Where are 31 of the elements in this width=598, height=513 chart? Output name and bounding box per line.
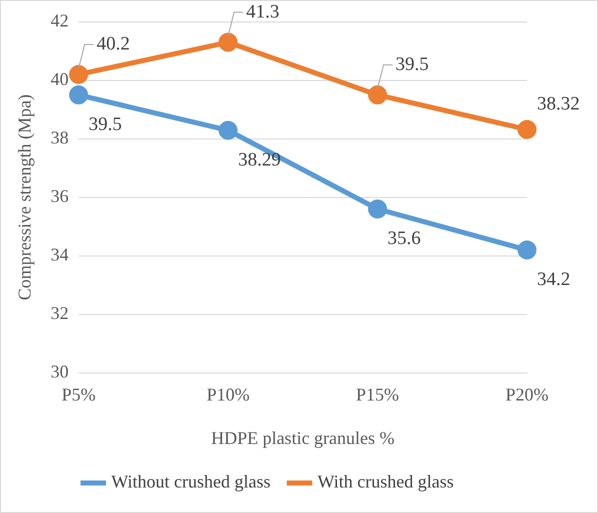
- data-label: 40.2: [96, 33, 130, 54]
- y-tick-label: 38: [50, 128, 69, 148]
- point: [218, 120, 238, 140]
- point: [69, 64, 88, 84]
- point: [69, 85, 88, 104]
- y-tick-label: 34: [50, 244, 69, 265]
- x-tick-label: P5%: [62, 384, 96, 404]
- point: [518, 120, 536, 139]
- data-label: 39.5: [396, 54, 429, 75]
- y-axis-title: Compressive strength (Mpa): [14, 94, 35, 300]
- data-label: 35.6: [388, 228, 421, 249]
- y-tick-label: 40: [50, 69, 69, 90]
- point: [368, 85, 388, 104]
- y-tick-label: 42: [50, 10, 69, 31]
- data-label: 38.29: [238, 149, 281, 170]
- x-tick-label: P15%: [356, 384, 400, 404]
- legend-label: Without crushed glass: [111, 472, 270, 492]
- point: [368, 200, 388, 218]
- legend-label: With crushed glass: [318, 472, 454, 492]
- x-axis-title: HDPE plastic granules %: [211, 428, 395, 448]
- x-tick-label: P10%: [206, 384, 250, 404]
- point: [518, 240, 536, 260]
- data-label: 34.2: [537, 268, 570, 290]
- data-label: 38.32: [537, 93, 580, 114]
- point: [218, 32, 238, 52]
- data-label: 41.3: [246, 1, 280, 22]
- x-tick-label: P20%: [505, 384, 549, 404]
- y-tick-label: 30: [50, 362, 69, 382]
- data-label: 39.5: [88, 114, 122, 135]
- y-tick-label: 32: [50, 303, 69, 324]
- y-tick-label: 36: [50, 186, 69, 206]
